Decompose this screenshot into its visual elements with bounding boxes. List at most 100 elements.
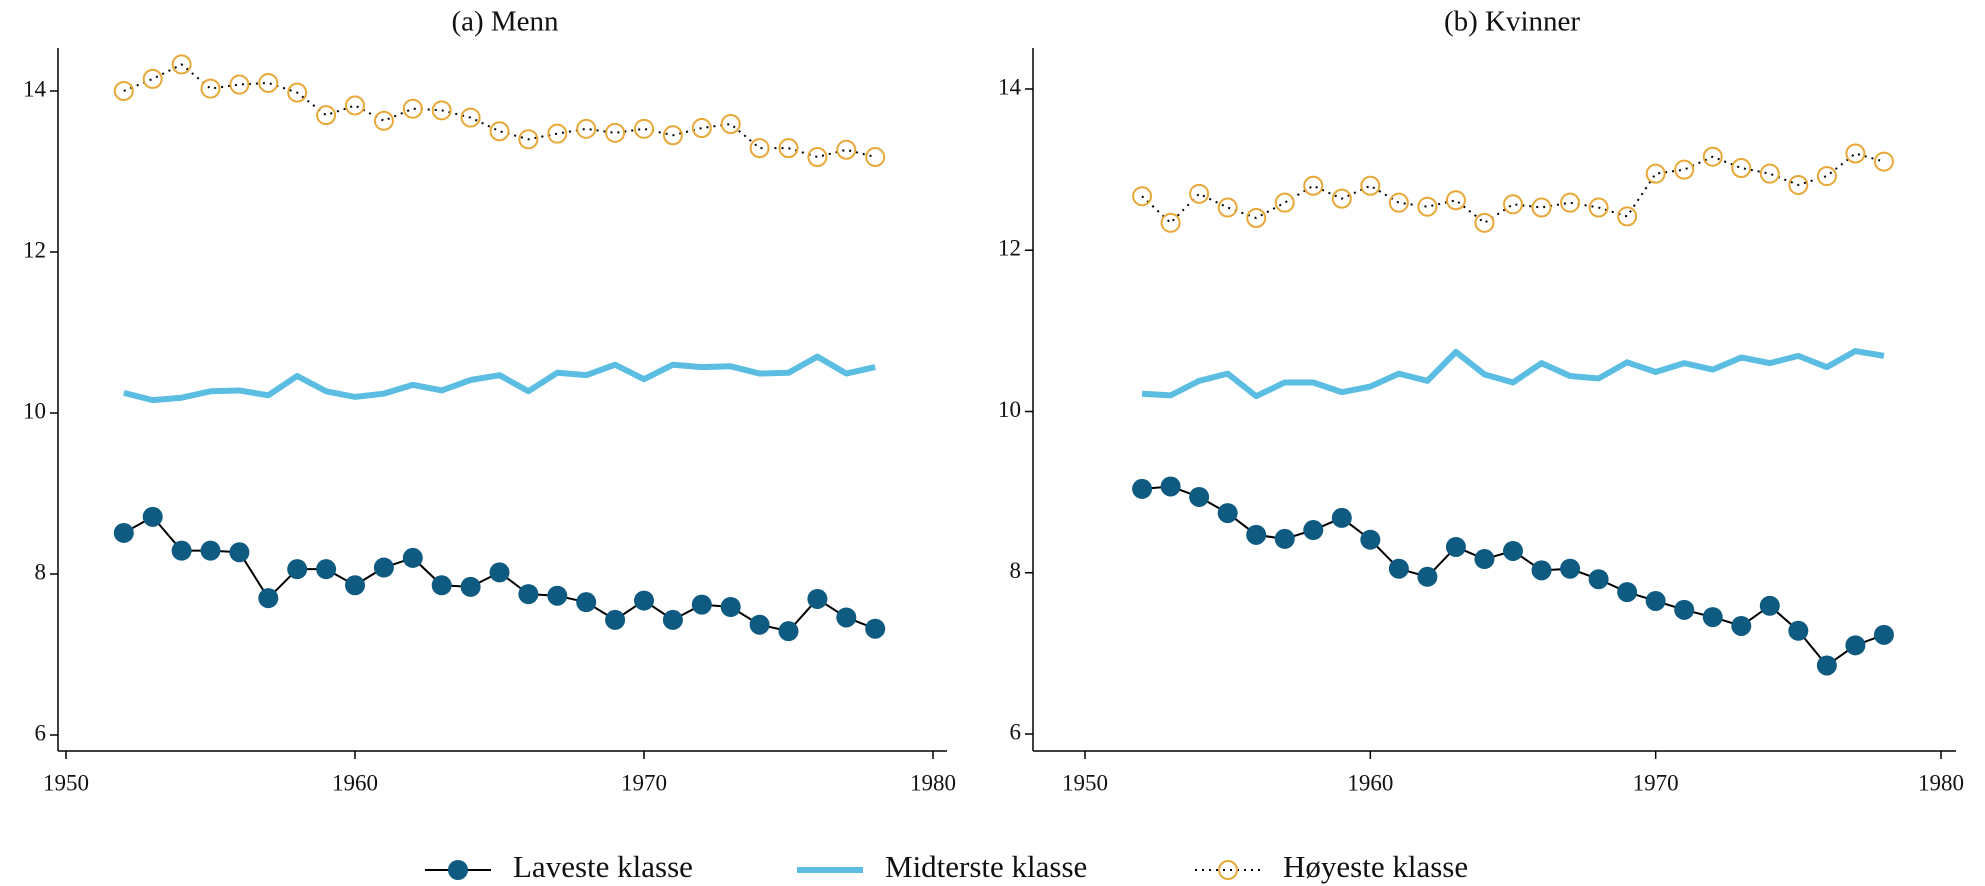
y-tick-label: 8 — [1010, 558, 1022, 583]
point — [1731, 158, 1752, 179]
point — [316, 559, 337, 580]
series-line — [1141, 485, 1885, 667]
point — [1531, 560, 1552, 581]
point — [1645, 163, 1666, 184]
y-tick-label: 6 — [35, 720, 47, 745]
x-tick-label: 1980 — [910, 770, 956, 795]
point — [1816, 166, 1837, 187]
series-line — [123, 353, 876, 404]
point — [1445, 536, 1466, 557]
point — [345, 575, 365, 596]
point — [345, 95, 365, 116]
point — [1160, 476, 1181, 497]
point — [1217, 197, 1238, 218]
series-line — [123, 63, 876, 159]
point — [1217, 503, 1238, 524]
point — [1560, 192, 1581, 213]
point — [634, 590, 654, 611]
point — [258, 588, 279, 609]
y-tick-label: 12 — [23, 237, 46, 262]
point — [200, 78, 221, 99]
point — [373, 110, 394, 131]
x-tick-label: 1970 — [1633, 770, 1679, 795]
point — [1160, 212, 1181, 233]
point — [1731, 615, 1752, 636]
point — [691, 594, 712, 615]
point — [1132, 478, 1153, 499]
point — [634, 118, 654, 139]
point — [200, 540, 221, 561]
legend-marker — [1218, 860, 1238, 880]
point — [1274, 192, 1295, 213]
point — [1503, 194, 1523, 215]
point — [1331, 507, 1352, 528]
point — [547, 585, 568, 606]
point — [460, 576, 481, 597]
point — [1189, 183, 1210, 204]
point — [1474, 549, 1495, 570]
point — [171, 540, 192, 561]
point — [518, 584, 539, 605]
point — [605, 609, 626, 630]
point — [1303, 175, 1324, 196]
point — [778, 621, 799, 642]
point — [836, 139, 857, 160]
point — [1246, 208, 1267, 228]
point — [287, 82, 308, 103]
point — [1474, 212, 1495, 233]
point — [807, 588, 828, 609]
point — [576, 592, 597, 613]
point — [547, 123, 568, 144]
point — [1845, 143, 1866, 164]
point — [1759, 595, 1780, 616]
x-tick-label: 1980 — [1918, 770, 1964, 795]
point — [316, 105, 337, 126]
x-tick-label: 1950 — [1062, 770, 1108, 795]
point — [258, 72, 279, 93]
point — [1845, 635, 1866, 656]
x-tick-label: 1950 — [43, 770, 89, 795]
point — [1674, 159, 1695, 180]
chart-title: (a) Menn — [451, 6, 559, 38]
point — [229, 542, 250, 563]
point — [1388, 558, 1409, 579]
point — [489, 121, 510, 142]
point — [1816, 655, 1837, 676]
y-tick-label: 14 — [998, 74, 1022, 99]
point — [1388, 192, 1409, 213]
point — [373, 557, 394, 578]
point — [662, 125, 683, 146]
y-tick-label: 8 — [35, 559, 47, 584]
point — [1645, 590, 1666, 611]
legend-marker — [448, 860, 468, 880]
point — [489, 562, 510, 583]
point — [749, 614, 770, 635]
point — [402, 547, 423, 568]
point — [1617, 206, 1638, 227]
point — [1360, 175, 1381, 196]
point — [662, 609, 683, 630]
point — [1132, 186, 1153, 207]
legend-label: Laveste klasse — [513, 849, 693, 884]
point — [1588, 197, 1609, 218]
y-tick-label: 14 — [23, 76, 47, 101]
point — [1674, 599, 1695, 620]
point — [1873, 624, 1894, 645]
point — [1274, 528, 1295, 549]
point — [691, 118, 712, 139]
point — [142, 506, 163, 527]
y-tick-label: 12 — [998, 236, 1021, 261]
point — [865, 618, 886, 639]
legend-label: Høyeste klasse — [1283, 849, 1468, 884]
point — [113, 522, 134, 543]
point — [1360, 529, 1381, 550]
legend-label: Midterste klasse — [885, 849, 1087, 884]
point — [142, 68, 163, 89]
point — [431, 575, 452, 596]
x-tick-label: 1960 — [1347, 770, 1393, 795]
point — [1303, 520, 1324, 541]
point — [865, 147, 886, 168]
point — [605, 122, 626, 143]
point — [1702, 607, 1723, 628]
